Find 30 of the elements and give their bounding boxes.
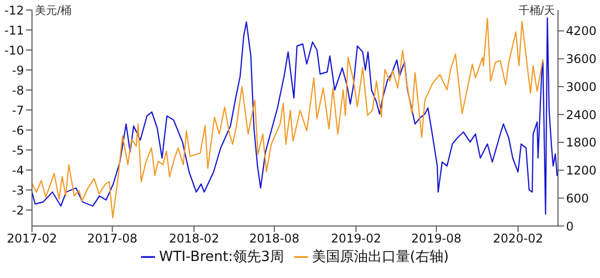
y-tick-label: -4 xyxy=(12,163,24,178)
y2-tick-label: 3600 xyxy=(566,52,597,66)
y2-axis-title: 千桶/天 xyxy=(518,4,555,17)
y-axis-title: 美元/桶 xyxy=(35,4,72,17)
x-tick-label: 2018-02 xyxy=(168,232,220,246)
x-tick-label: 2017-02 xyxy=(6,232,58,246)
legend-label: 美国原油出口量(右轴) xyxy=(312,249,449,265)
legend-label: WTI-Brent:领先3周 xyxy=(159,249,284,265)
y2-tick-label: 0 xyxy=(566,219,574,234)
x-tick-label: 2019-08 xyxy=(411,232,462,246)
y-tick-label: -12 xyxy=(4,3,24,18)
x-tick-label: 2019-02 xyxy=(330,232,382,246)
y-tick-label: -8 xyxy=(12,83,24,98)
y2-tick-label: 2400 xyxy=(566,108,597,122)
x-tick-label: 2018-08 xyxy=(249,232,300,246)
y-tick-label: -9 xyxy=(12,63,24,78)
y-tick-label: -10 xyxy=(4,43,24,58)
y2-tick-label: 1800 xyxy=(566,136,597,150)
y-tick-label: -7 xyxy=(12,103,24,118)
y2-tick-label: 1200 xyxy=(566,164,597,178)
y2-tick-label: 4200 xyxy=(566,24,597,38)
y2-tick-label: 600 xyxy=(566,191,589,206)
y-tick-label: -6 xyxy=(12,123,24,138)
y2-tick-label: 3000 xyxy=(566,80,597,94)
y-tick-label: -2 xyxy=(12,203,24,218)
x-tick-label: 2017-08 xyxy=(87,232,138,246)
x-tick-label: 2020-02 xyxy=(492,232,544,246)
y-tick-label: -3 xyxy=(12,183,24,198)
y-tick-label: -11 xyxy=(4,23,24,38)
y-tick-label: -5 xyxy=(12,143,24,158)
